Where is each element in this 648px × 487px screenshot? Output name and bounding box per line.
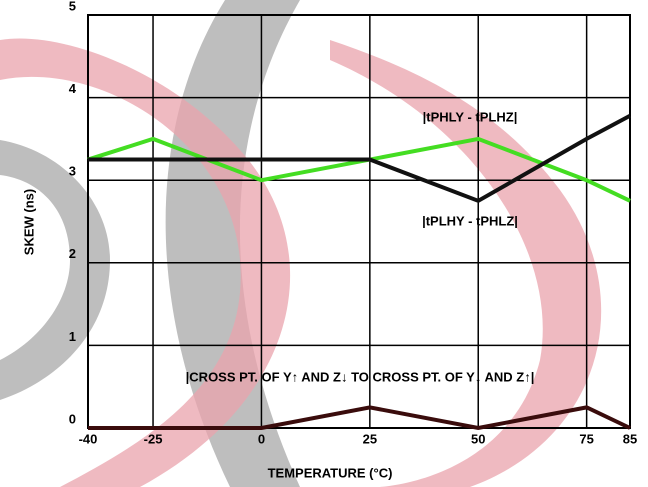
x-tick-label: 0 (258, 431, 265, 446)
y-tick-label: 1 (69, 329, 76, 344)
y-tick-label: 5 (69, 0, 76, 13)
y-axis-label: SKEW (ns) (21, 189, 36, 255)
x-tick-label: 25 (363, 431, 377, 446)
series-label: |tPLHY - tPHLZ| (422, 213, 518, 228)
x-axis-label: TEMPERATURE (°C) (268, 465, 393, 480)
watermark-arc (0, 140, 110, 400)
x-tick-label: -25 (144, 431, 163, 446)
y-tick-label: 2 (69, 246, 76, 261)
x-tick-label: 50 (471, 431, 485, 446)
y-tick-label: 0 (69, 411, 76, 426)
plot-frame (87, 14, 631, 429)
x-tick-label: -40 (79, 431, 98, 446)
watermark-arc (0, 38, 291, 487)
series-label: |CROSS PT. OF Y↑ AND Z↓ TO CROSS PT. OF … (186, 369, 535, 384)
x-tick-label: 85 (623, 431, 637, 446)
series-line (88, 114, 631, 204)
y-tick-label: 3 (69, 164, 76, 179)
watermark (0, 0, 602, 487)
series-line (88, 405, 631, 431)
x-tick-label: 75 (579, 431, 593, 446)
series-label: |tPHLY - tPLHZ| (423, 109, 518, 124)
y-tick-label: 4 (69, 81, 77, 96)
